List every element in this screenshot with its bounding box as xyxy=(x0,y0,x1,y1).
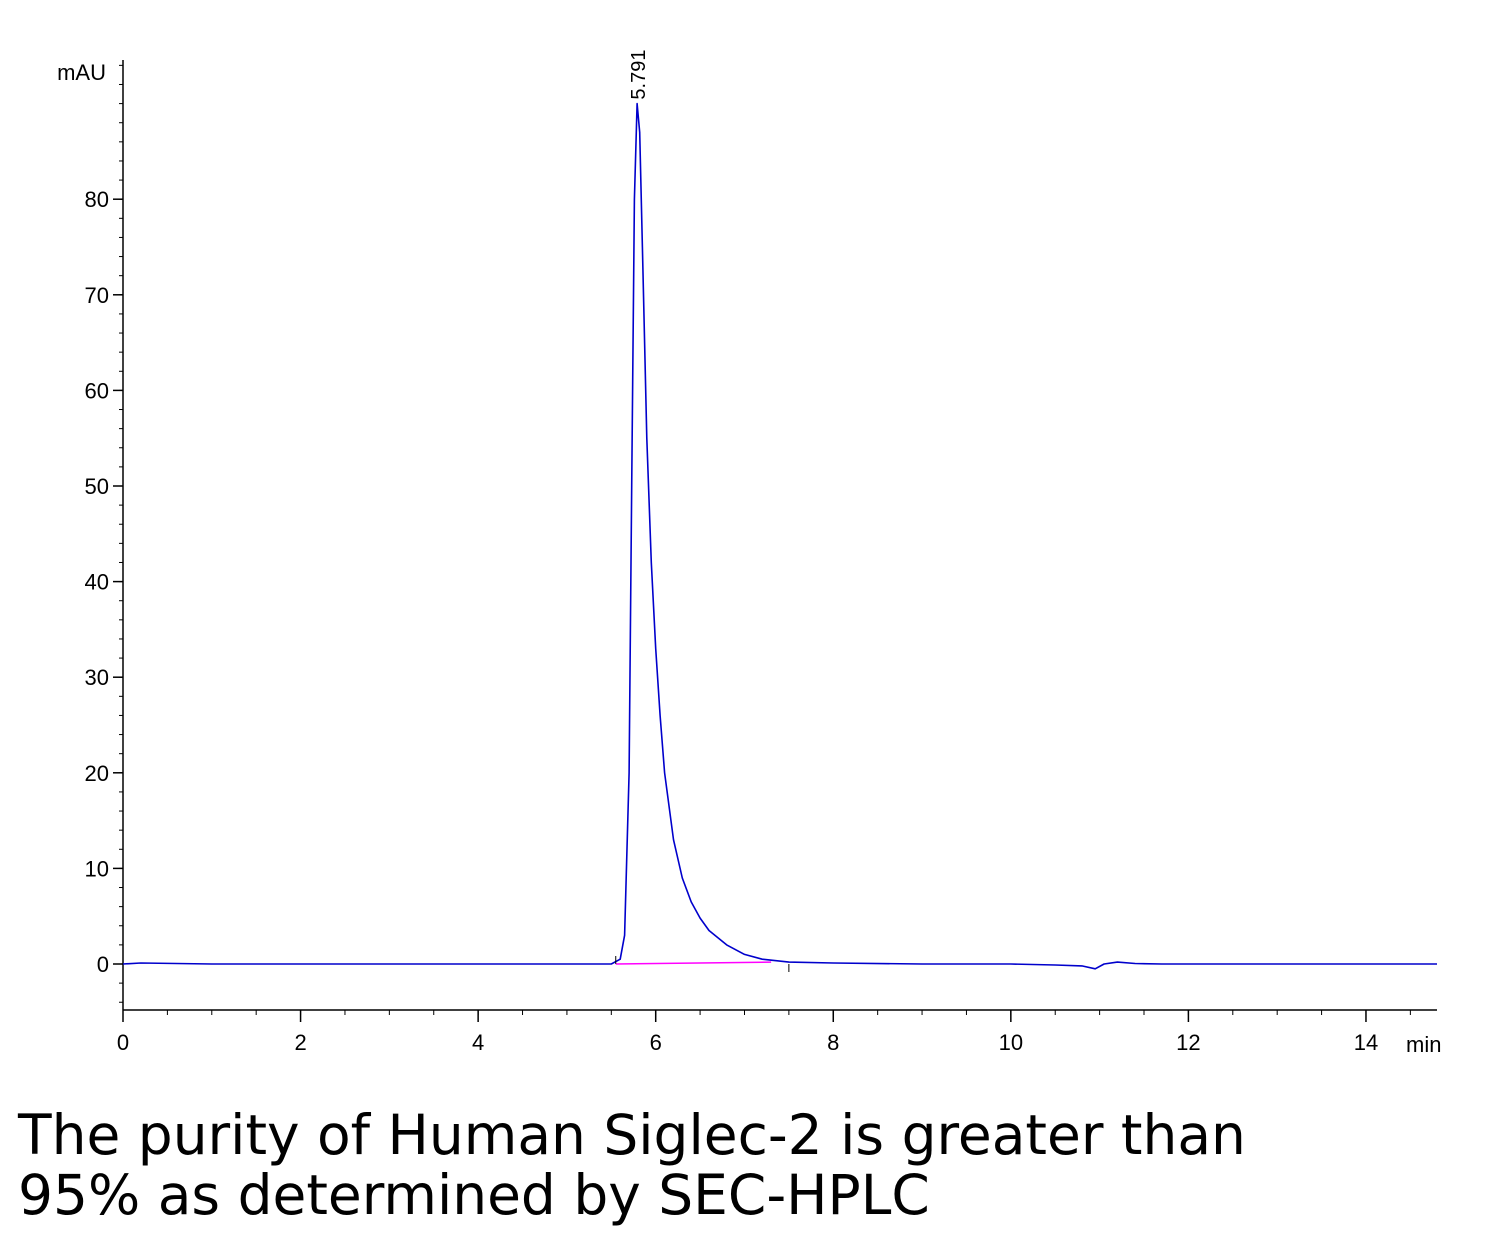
annotations: 5.791 xyxy=(615,50,790,972)
integration-baseline-line xyxy=(615,961,772,965)
ticks: 0 10 20 30 40 50 60 70 80 0 2 4 6 8 10 12 14 xyxy=(85,64,1411,1055)
axes xyxy=(122,60,1437,1011)
x-tick-label: 6 xyxy=(650,1030,662,1055)
caption-line-1: The purity of Human Siglec-2 is greater … xyxy=(18,1103,1246,1167)
y-axis-label: mAU xyxy=(57,60,106,85)
series xyxy=(122,102,1437,970)
peak-label: 5.791 xyxy=(628,50,650,100)
y-tick-label: 80 xyxy=(85,187,109,212)
x-tick-label: 8 xyxy=(827,1030,839,1055)
x-tick-label: 4 xyxy=(472,1030,484,1055)
x-tick-label: 10 xyxy=(999,1030,1023,1055)
y-tick-label: 50 xyxy=(85,474,109,499)
chromatogram-trace xyxy=(122,102,1437,970)
x-tick-label: 0 xyxy=(117,1030,129,1055)
x-tick-label: 12 xyxy=(1176,1030,1200,1055)
x-tick-label: 2 xyxy=(294,1030,306,1055)
y-tick-label: 60 xyxy=(85,378,109,403)
integration-baseline xyxy=(615,961,772,965)
x-axis-label: min xyxy=(1406,1032,1441,1057)
y-tick-label: 0 xyxy=(97,952,109,977)
y-tick-label: 20 xyxy=(85,761,109,786)
chromatogram-chart: 0 10 20 30 40 50 60 70 80 0 2 4 6 8 10 12 14 5.791 mAU m… xyxy=(57,50,1441,1057)
caption-line-2: 95% as determined by SEC-HPLC xyxy=(18,1163,930,1227)
y-tick-label: 70 xyxy=(85,283,109,308)
y-tick-label: 10 xyxy=(85,856,109,881)
y-tick-label: 40 xyxy=(85,570,109,595)
figure-caption: The purity of Human Siglec-2 is greater … xyxy=(18,1105,1478,1225)
y-tick-label: 30 xyxy=(85,665,109,690)
x-tick-label: 14 xyxy=(1354,1030,1378,1055)
